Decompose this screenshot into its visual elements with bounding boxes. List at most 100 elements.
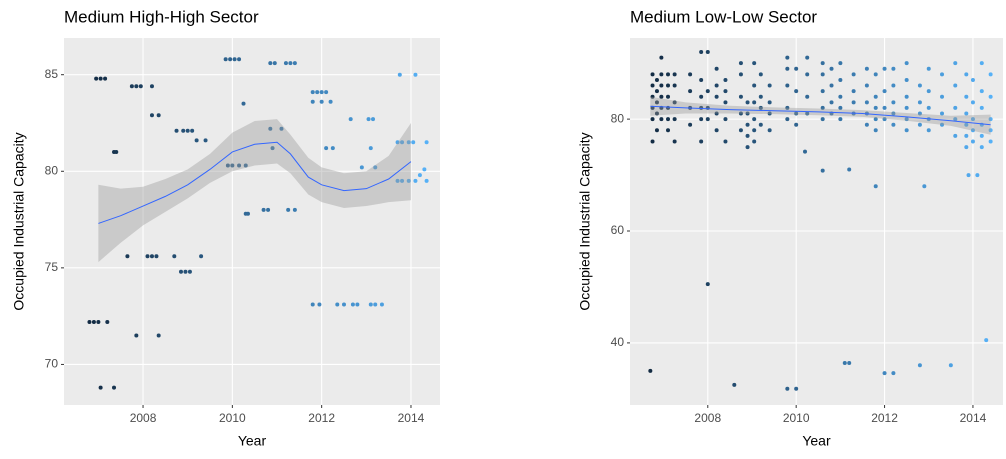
point (940, 111, 945, 116)
x-tick-label: 2012 (308, 411, 335, 425)
point (395, 178, 400, 183)
smooth-line (98, 141, 412, 224)
point (103, 76, 108, 81)
point (882, 371, 887, 376)
point (794, 386, 799, 391)
point (917, 111, 922, 116)
point (785, 105, 790, 110)
point (368, 146, 373, 151)
point (829, 83, 834, 88)
point (988, 139, 993, 144)
point (970, 128, 975, 133)
point (904, 94, 909, 99)
point (232, 57, 237, 62)
point (666, 128, 671, 133)
point (964, 111, 969, 116)
x-axis-label: Year (802, 433, 831, 449)
point (315, 90, 320, 95)
point (723, 139, 728, 144)
point (413, 178, 418, 183)
point (417, 173, 422, 178)
point (149, 84, 154, 89)
point (230, 163, 235, 168)
point (411, 140, 416, 145)
point (891, 66, 896, 71)
point (228, 57, 233, 62)
point (181, 128, 186, 133)
point (732, 382, 737, 387)
point (953, 83, 958, 88)
point (979, 89, 984, 94)
point (659, 83, 664, 88)
point (767, 111, 772, 116)
point (758, 105, 763, 110)
point (310, 90, 315, 95)
point (940, 72, 945, 77)
point (355, 302, 360, 307)
point (237, 163, 242, 168)
point (705, 49, 710, 54)
point (114, 149, 119, 154)
point (904, 77, 909, 82)
point (699, 49, 704, 54)
point (324, 90, 329, 95)
point (672, 139, 677, 144)
x-tick-label: 2010 (783, 411, 810, 425)
point (368, 302, 373, 307)
point (745, 145, 750, 150)
point (272, 61, 277, 66)
point (400, 140, 405, 145)
point (794, 66, 799, 71)
point (851, 89, 856, 94)
point (145, 254, 150, 259)
point (699, 94, 704, 99)
point (648, 368, 653, 373)
point (847, 167, 852, 172)
point (96, 319, 101, 324)
point (752, 128, 757, 133)
point (917, 122, 922, 127)
point (138, 84, 143, 89)
point (964, 145, 969, 150)
point (838, 77, 843, 82)
point (738, 94, 743, 99)
point (873, 184, 878, 189)
point (348, 117, 353, 122)
point (714, 94, 719, 99)
point (988, 72, 993, 77)
point (820, 117, 825, 122)
point (873, 72, 878, 77)
point (758, 72, 763, 77)
point (851, 100, 856, 105)
point (650, 72, 655, 77)
point (917, 363, 922, 368)
point (864, 66, 869, 71)
point (283, 61, 288, 66)
point (688, 122, 693, 127)
point (424, 140, 429, 145)
point (820, 105, 825, 110)
point (266, 207, 271, 212)
point (988, 128, 993, 133)
point (112, 385, 117, 390)
point (838, 61, 843, 66)
point (891, 100, 896, 105)
point (156, 113, 161, 118)
point (953, 61, 958, 66)
point (785, 66, 790, 71)
point (723, 89, 728, 94)
point (752, 83, 757, 88)
point (94, 76, 99, 81)
point (738, 128, 743, 133)
point (767, 128, 772, 133)
point (125, 254, 130, 259)
point (805, 94, 810, 99)
point (745, 133, 750, 138)
point (359, 165, 364, 170)
point (926, 89, 931, 94)
point (335, 302, 340, 307)
y-tick-label: 70 (45, 357, 59, 371)
y-tick-label: 80 (45, 163, 59, 177)
point (650, 94, 655, 99)
point (413, 72, 418, 77)
